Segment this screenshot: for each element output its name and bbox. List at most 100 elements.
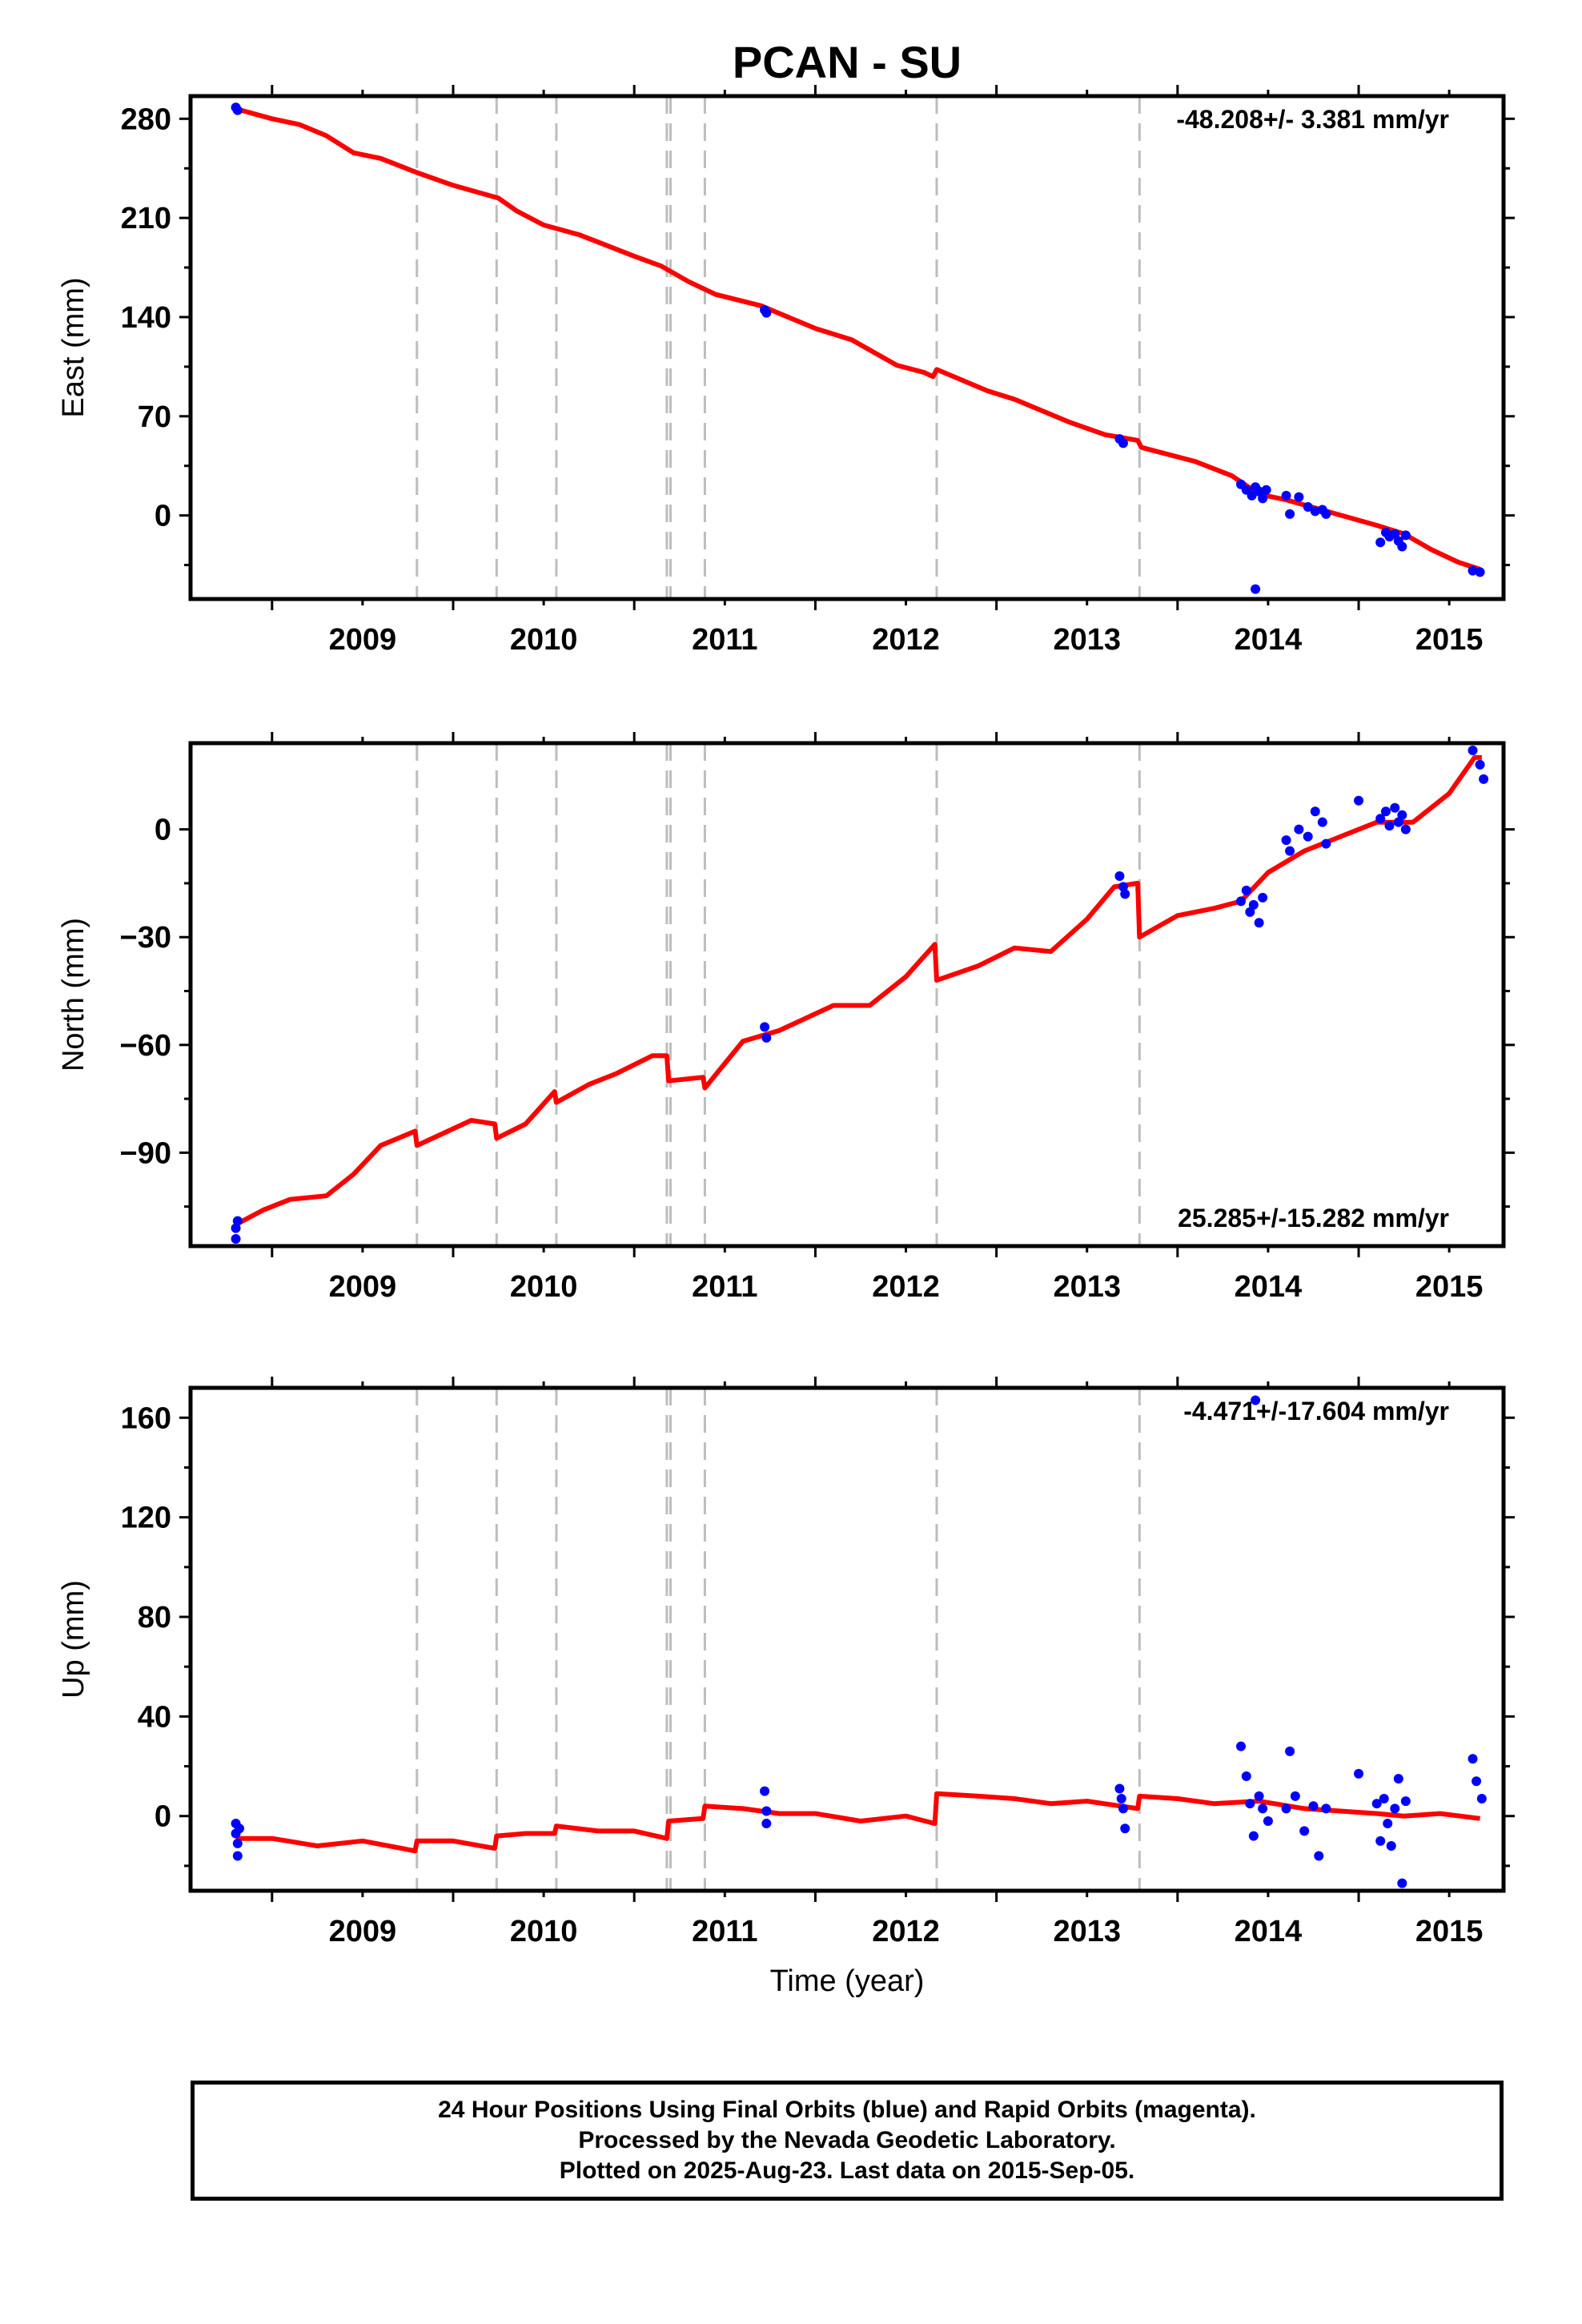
position-point [1281, 835, 1291, 846]
position-point [1354, 795, 1364, 806]
position-point [1251, 1395, 1261, 1405]
position-point [1241, 885, 1251, 895]
position-point [1248, 1831, 1259, 1841]
position-point [1120, 889, 1130, 899]
x-tick-label: 2015 [1415, 1915, 1484, 1948]
position-point [1310, 506, 1320, 517]
position-point [1248, 899, 1259, 910]
x-tick-label: 2012 [872, 1915, 940, 1948]
position-point [1393, 817, 1403, 827]
position-point [1310, 806, 1320, 817]
y-tick-label: −30 [120, 921, 171, 955]
y-tick-label: −60 [120, 1029, 171, 1063]
model-fit-line [235, 107, 1481, 572]
position-point [1375, 537, 1386, 548]
position-point [1321, 509, 1331, 519]
position-point [1379, 1793, 1389, 1803]
position-point [1475, 567, 1485, 577]
x-tick-label: 2010 [510, 1270, 578, 1304]
position-point [1114, 1783, 1125, 1794]
x-axis-label: Time (year) [770, 1964, 925, 1998]
position-point [1258, 892, 1268, 903]
position-point [231, 1234, 241, 1244]
rate-label: -4.471+/-17.604 mm/yr [1183, 1397, 1449, 1425]
model-fit-line [235, 1791, 1480, 1854]
position-point [1118, 438, 1128, 448]
y-tick-label: 70 [138, 400, 171, 434]
x-tick-label: 2015 [1415, 623, 1484, 657]
position-point [761, 308, 772, 318]
position-point [1468, 565, 1478, 576]
position-point [1254, 918, 1264, 928]
x-tick-label: 2013 [1053, 1915, 1121, 1948]
y-axis-label: North (mm) [57, 918, 90, 1072]
y-tick-label: 40 [138, 1700, 171, 1734]
y-tick-label: 0 [155, 1800, 171, 1834]
position-point [1468, 1754, 1478, 1764]
position-point [1472, 1776, 1482, 1787]
position-point [1314, 1851, 1324, 1861]
x-tick-label: 2012 [872, 623, 940, 657]
x-tick-label: 2013 [1053, 1270, 1121, 1304]
position-point [1247, 490, 1257, 501]
position-point [1299, 1826, 1310, 1836]
position-point [1290, 1791, 1300, 1801]
y-tick-label: 0 [155, 500, 171, 533]
position-point [1116, 1793, 1126, 1803]
position-point [761, 1032, 772, 1043]
position-point [232, 1851, 243, 1861]
position-point [1400, 1796, 1411, 1807]
x-tick-label: 2009 [329, 623, 397, 657]
caption-box: 24 Hour Positions Using Final Orbits (bl… [191, 2081, 1504, 2201]
position-point [1354, 1768, 1364, 1779]
x-tick-label: 2011 [692, 623, 757, 657]
y-tick-label: 80 [138, 1601, 171, 1634]
position-point [1383, 1819, 1393, 1829]
panel-3: 2009 2010 2011 2012 2013 2014 2015 0 40 80 120 160 U… [57, 1377, 1515, 1998]
x-tick-label: 2013 [1053, 623, 1121, 657]
x-tick-label: 2009 [329, 1915, 397, 1948]
position-point [1303, 831, 1313, 842]
panel-frame [188, 1385, 1506, 1893]
position-point [1400, 824, 1411, 834]
position-point [1308, 1801, 1319, 1811]
position-point [232, 1838, 243, 1848]
x-tick-label: 2010 [510, 1915, 578, 1948]
position-point [1380, 806, 1391, 817]
position-point [1397, 541, 1407, 552]
position-point [1258, 1803, 1268, 1814]
position-point [1241, 1771, 1251, 1781]
position-point [231, 1223, 241, 1233]
y-tick-label: 120 [121, 1502, 171, 1535]
position-point [232, 1216, 243, 1226]
y-tick-label: 210 [121, 202, 171, 235]
position-point [1285, 846, 1295, 856]
caption-line-2: Processed by the Nevada Geodetic Laborat… [578, 2127, 1116, 2153]
position-point [1390, 802, 1400, 813]
y-axis-label: East (mm) [57, 277, 90, 417]
position-point [1263, 1815, 1273, 1826]
y-tick-label: 160 [121, 1401, 171, 1435]
caption-line-3: Plotted on 2025-Aug-23. Last data on 201… [559, 2157, 1135, 2184]
position-point [1294, 824, 1304, 834]
position-point [1118, 1803, 1128, 1814]
position-point [1114, 870, 1125, 881]
position-point [1251, 584, 1261, 594]
caption-line-1: 24 Hour Positions Using Final Orbits (bl… [438, 2097, 1256, 2123]
position-point [1120, 1823, 1130, 1834]
x-tick-label: 2011 [692, 1915, 757, 1948]
x-tick-label: 2010 [510, 623, 578, 657]
position-point [1375, 814, 1386, 824]
panel-frame [188, 94, 1506, 601]
rate-label: 25.285+/-15.282 mm/yr [1178, 1204, 1449, 1232]
position-point [1475, 759, 1485, 770]
y-tick-label: −90 [120, 1136, 171, 1170]
position-point [1254, 486, 1264, 497]
panel-data [231, 103, 1485, 594]
panel-2: 2009 2010 2011 2012 2013 2014 2015 −90 −60 −30 0 No… [57, 732, 1515, 1304]
rate-label: -48.208+/- 3.381 mm/yr [1176, 105, 1449, 134]
position-point [1303, 502, 1313, 513]
position-point [761, 1806, 772, 1816]
x-tick-label: 2011 [692, 1270, 757, 1304]
